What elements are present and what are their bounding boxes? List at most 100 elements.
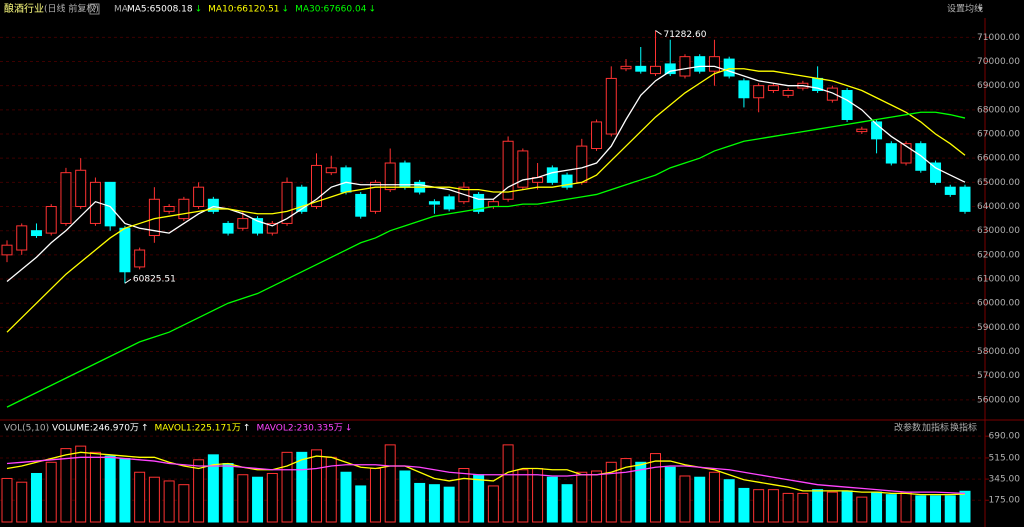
volume-bar	[576, 471, 588, 523]
candle-body	[635, 65, 647, 72]
candle-body	[826, 87, 838, 101]
volume-bar	[708, 471, 720, 523]
candle-body	[222, 222, 234, 234]
chart-title: 酿酒行业	[4, 2, 44, 15]
candle-body	[649, 65, 661, 75]
volume-bar	[900, 491, 912, 523]
volume-bar	[826, 491, 838, 523]
legend-trend: ↑	[243, 424, 251, 434]
legend-entry: MA30:67660.04	[295, 5, 367, 15]
candle-body	[502, 140, 514, 200]
volume-bar	[959, 490, 971, 523]
vol-ma-line	[6, 451, 966, 496]
volume-bar	[148, 476, 160, 523]
candle-body	[207, 198, 219, 212]
volume-bar	[782, 492, 794, 523]
volume-bar	[723, 479, 735, 523]
ma-line	[6, 68, 966, 333]
candle-body	[723, 58, 735, 77]
help-icon[interactable]: ?	[92, 5, 97, 15]
candle-body	[944, 186, 956, 195]
candle-body	[930, 162, 942, 183]
candle-body	[119, 227, 131, 273]
volume-bar	[635, 461, 647, 523]
volume-bar	[134, 471, 146, 523]
annotation: 60825.51	[133, 275, 176, 285]
candle-body	[399, 162, 411, 188]
y-tick-label: 515.00	[989, 453, 1021, 463]
candle-body	[679, 56, 691, 77]
legend-entry: MAVOL2:230.335万	[256, 424, 342, 434]
volume-bar	[517, 469, 529, 523]
candle-body	[384, 162, 396, 191]
volume-bar	[414, 482, 426, 523]
volume-bar	[812, 489, 824, 523]
volume-bar	[369, 468, 381, 523]
volume-bar	[384, 444, 396, 523]
volume-bar	[561, 484, 573, 523]
volume-bar	[104, 455, 116, 523]
y-tick-label: 66000.00	[977, 154, 1020, 164]
volume-bar	[443, 486, 455, 523]
candle-body	[266, 222, 278, 234]
candle-body	[738, 80, 750, 99]
candle-body	[576, 145, 588, 183]
candle-body	[178, 198, 190, 220]
candle-body	[517, 150, 529, 188]
volume-bar	[266, 472, 278, 523]
volume-bar	[797, 492, 809, 523]
volume-bar	[694, 476, 706, 523]
candle-body	[487, 201, 499, 208]
volume-bar	[1, 477, 13, 523]
candle-body	[428, 201, 440, 205]
volume-bar	[296, 451, 308, 523]
volume-bar	[45, 461, 57, 523]
panel-button[interactable]: 加指标	[922, 422, 949, 434]
help-box[interactable]	[89, 3, 100, 15]
volume-bar	[753, 489, 765, 523]
volume-bar	[60, 448, 72, 523]
volume-bar	[841, 490, 853, 523]
y-tick-label: 175.00	[989, 496, 1021, 506]
candle-body	[296, 186, 308, 212]
annotation: 71282.60	[663, 30, 706, 40]
candle-body	[311, 164, 323, 208]
volume-bar	[546, 476, 558, 523]
volume-bar	[458, 468, 470, 523]
y-tick-label: 61000.00	[977, 275, 1020, 285]
candle-body	[30, 230, 42, 237]
candle-body	[546, 167, 558, 183]
settings-arrow[interactable]: ▾	[978, 5, 983, 15]
candle-body	[605, 77, 617, 135]
candle-body	[753, 85, 765, 99]
settings-button[interactable]: 设置均线	[947, 3, 983, 15]
legend-trend: ↓	[345, 424, 353, 434]
candle-body	[104, 181, 116, 227]
y-tick-label: 64000.00	[977, 202, 1020, 212]
candle-body	[959, 186, 971, 212]
volume-bar	[163, 480, 175, 523]
candle-body	[841, 90, 853, 121]
legend-trend: ↓	[368, 5, 376, 15]
candle-body	[16, 225, 28, 251]
volume-bar	[871, 491, 883, 523]
candle-body	[252, 218, 264, 234]
candle-body	[237, 218, 249, 229]
ma-line	[6, 65, 966, 282]
y-tick-label: 57000.00	[977, 371, 1020, 381]
ma-prefix: MA	[114, 5, 129, 15]
volume-bar	[930, 495, 942, 523]
panel-button[interactable]: 改参数	[894, 422, 921, 434]
volume-bar	[89, 451, 101, 523]
legend-entry: MA5:65008.18	[127, 5, 193, 15]
candle-body	[45, 206, 57, 234]
candle-body	[369, 181, 381, 212]
legend-trend: ↑	[141, 424, 149, 434]
volume-bar	[30, 472, 42, 523]
volume-bar	[222, 463, 234, 523]
volume-bar	[237, 474, 249, 523]
candle-body	[60, 172, 72, 224]
candle-body	[900, 143, 912, 164]
legend-entry: VOLUME:246.970万	[52, 424, 139, 434]
panel-button[interactable]: 换指标	[950, 422, 977, 434]
